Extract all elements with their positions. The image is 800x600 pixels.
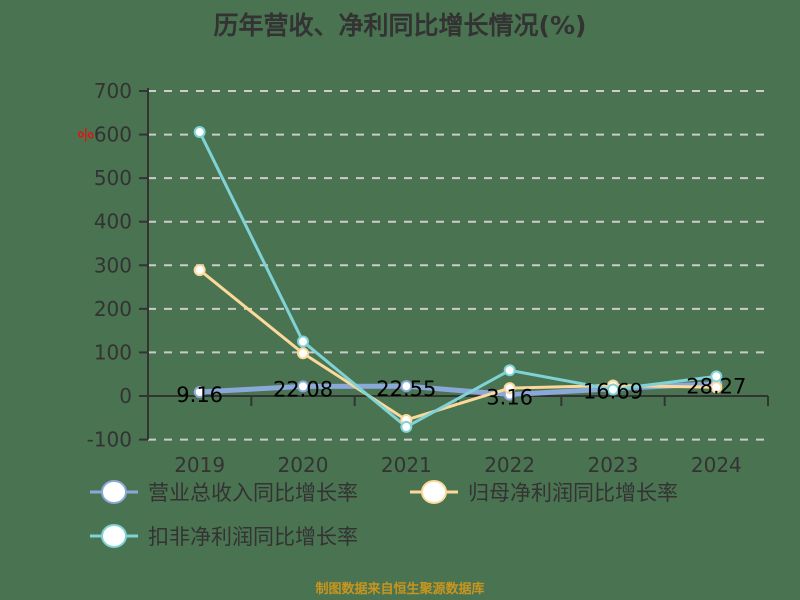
x-tick-label: 2020 bbox=[278, 453, 329, 477]
revenue-data-label: 22.08 bbox=[273, 377, 333, 401]
revenue-data-label: 16.69 bbox=[583, 380, 643, 404]
y-tick-label: 700 bbox=[94, 79, 132, 103]
y-tick-label: -100 bbox=[87, 428, 132, 452]
revenue-series-point[interactable] bbox=[193, 386, 206, 399]
y-tick-label: 100 bbox=[94, 340, 132, 364]
x-tick-label: 2022 bbox=[484, 453, 535, 477]
chart-title: 历年营收、净利同比增长情况(%) bbox=[213, 11, 587, 40]
legend-item-net-profit[interactable]: 归母净利润同比增长率 bbox=[410, 480, 678, 505]
net-profit-series-point[interactable] bbox=[193, 264, 206, 277]
legend-marker-icon bbox=[101, 480, 127, 504]
deducted-net-profit-series-point[interactable] bbox=[400, 420, 413, 433]
legend-marker-icon bbox=[101, 524, 127, 548]
y-tick-label: 500 bbox=[94, 166, 132, 190]
deducted-net-profit-series-point[interactable] bbox=[710, 370, 723, 383]
revenue-series-point[interactable] bbox=[297, 380, 309, 393]
net-profit-series-point[interactable] bbox=[297, 347, 309, 360]
deducted-net-profit-series-point[interactable] bbox=[297, 335, 309, 348]
x-tick-label: 2023 bbox=[588, 453, 639, 477]
deducted-net-profit-series-line bbox=[198, 131, 717, 429]
revenue-data-label: 22.55 bbox=[376, 377, 436, 401]
y-tick-label: 0 bbox=[119, 384, 132, 408]
legend-item-deducted-net-profit[interactable]: 扣非净利润同比增长率 bbox=[90, 524, 358, 549]
x-tick-label: 2024 bbox=[691, 453, 742, 477]
y-tick-label: 200 bbox=[94, 297, 132, 321]
y-tick-label: 600 bbox=[94, 123, 132, 147]
legend-label: 归母净利润同比增长率 bbox=[468, 481, 678, 505]
revenue-data-label: 28.27 bbox=[686, 375, 746, 399]
revenue-data-label: 3.16 bbox=[486, 386, 533, 410]
data-source-note: 制图数据来自恒生聚源数据库 bbox=[315, 582, 485, 597]
deducted-net-profit-series-point[interactable] bbox=[607, 383, 619, 396]
deducted-net-profit-series-point[interactable] bbox=[503, 364, 516, 377]
legend-item-revenue[interactable]: 营业总收入同比增长率 bbox=[90, 480, 358, 505]
x-tick-label: 2019 bbox=[174, 453, 225, 477]
revenue-series-point[interactable] bbox=[400, 380, 413, 393]
legend-label: 营业总收入同比增长率 bbox=[148, 481, 358, 505]
legend-marker-icon bbox=[421, 480, 447, 504]
deducted-net-profit-series-point[interactable] bbox=[193, 125, 206, 138]
y-tick-label: 300 bbox=[94, 253, 132, 277]
legend-label: 扣非净利润同比增长率 bbox=[148, 525, 358, 549]
net-profit-series-point[interactable] bbox=[503, 382, 516, 395]
x-tick-label: 2021 bbox=[381, 453, 432, 477]
revenue-data-label: 9.16 bbox=[176, 383, 223, 407]
y-tick-label: 400 bbox=[94, 210, 132, 234]
